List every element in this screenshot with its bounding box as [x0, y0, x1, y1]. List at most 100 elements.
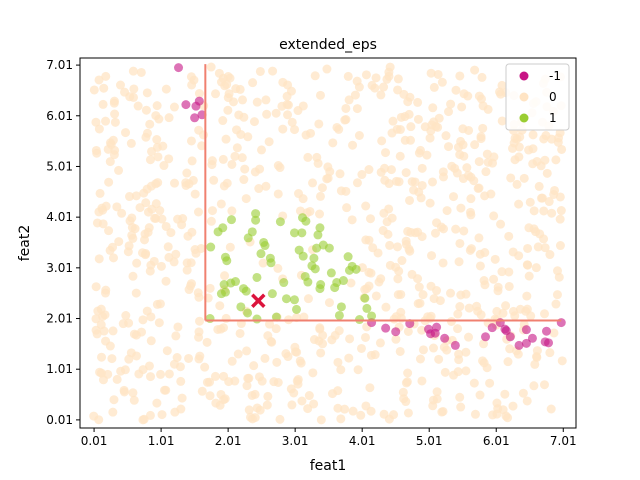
point-class-0 — [380, 175, 390, 185]
point-class-0 — [161, 276, 171, 286]
point-class-0 — [549, 328, 559, 338]
point-class-0 — [447, 161, 457, 171]
point-class--1 — [505, 332, 515, 342]
point-class-1 — [218, 223, 228, 233]
point-class-0 — [418, 345, 428, 355]
point-class-0 — [401, 378, 411, 388]
point-class-0 — [169, 102, 179, 112]
point-class-0 — [342, 203, 352, 213]
point-class-0 — [186, 258, 196, 268]
point-class-1 — [338, 276, 348, 286]
point-class-0 — [257, 376, 267, 386]
point-class-0 — [153, 178, 163, 188]
y-axis-ticks: 0.01 1.01 2.01 3.01 4.01 5.01 6.01 7.01 — [46, 58, 80, 427]
point-class-0 — [529, 381, 539, 391]
point-class-0 — [341, 103, 351, 113]
point-class-0 — [125, 216, 135, 226]
point-class-0 — [172, 353, 182, 363]
point-class-0 — [555, 192, 565, 202]
point-class-0 — [164, 113, 174, 123]
point-class-0 — [138, 315, 148, 325]
point-class-0 — [439, 224, 449, 234]
point-class-0 — [129, 84, 139, 94]
point-class-0 — [366, 406, 376, 416]
point-class-1 — [291, 304, 301, 314]
point-class-0 — [416, 145, 426, 155]
point-class-0 — [553, 266, 563, 276]
point-class-0 — [503, 413, 513, 423]
legend-label: -1 — [549, 69, 561, 83]
legend: -1 0 1 — [505, 63, 570, 131]
point-class-0 — [161, 84, 171, 94]
point-class-0 — [556, 206, 566, 216]
point-class-0 — [438, 258, 448, 268]
point-class--1 — [381, 323, 391, 333]
point-class-0 — [354, 82, 364, 92]
point-class-0 — [313, 158, 323, 168]
point-class-0 — [140, 235, 150, 245]
point-class-0 — [386, 165, 396, 175]
point-class-0 — [500, 389, 510, 399]
point-class-0 — [290, 347, 300, 357]
point-class-0 — [283, 352, 293, 362]
point-class-1 — [256, 249, 266, 259]
point-class-0 — [218, 116, 228, 126]
point-class-0 — [252, 403, 262, 413]
point-class-0 — [324, 298, 334, 308]
point-class-1 — [226, 215, 236, 225]
point-class-0 — [154, 318, 164, 328]
point-class-0 — [116, 366, 126, 376]
point-class-0 — [403, 97, 413, 107]
point-class-0 — [530, 359, 540, 369]
point-class-0 — [545, 250, 555, 260]
point-class-0 — [336, 365, 346, 375]
point-class-0 — [250, 167, 260, 177]
point-class-0 — [129, 395, 139, 405]
point-class-0 — [142, 184, 152, 194]
point-class-0 — [539, 134, 549, 144]
point-class--1 — [181, 100, 191, 110]
point-class-0 — [316, 348, 326, 358]
point-class-0 — [492, 409, 502, 419]
point-class-0 — [464, 332, 474, 342]
point-class-0 — [461, 347, 471, 357]
point-class-0 — [532, 156, 542, 166]
point-class-0 — [452, 168, 462, 178]
point-class-1 — [220, 287, 230, 297]
point-class--1 — [440, 333, 450, 343]
point-class-0 — [243, 132, 253, 142]
point-class-0 — [476, 94, 486, 104]
point-class-0 — [451, 85, 461, 95]
point-class-0 — [508, 143, 518, 153]
point-class-0 — [275, 163, 285, 173]
point-class-1 — [247, 227, 257, 237]
y-tick-label: 1.01 — [46, 362, 73, 376]
point-class-0 — [315, 209, 325, 219]
point-class-0 — [184, 179, 194, 189]
point-class-1 — [281, 294, 291, 304]
point-class-0 — [518, 388, 528, 398]
point-class-0 — [193, 207, 203, 217]
point-class-1 — [316, 280, 326, 290]
point-class-0 — [344, 95, 354, 105]
point-class-0 — [99, 83, 109, 93]
point-class-0 — [375, 338, 385, 348]
point-class-0 — [103, 144, 113, 154]
point-class-0 — [108, 135, 118, 145]
point-class-0 — [394, 177, 404, 187]
point-class-0 — [232, 143, 242, 153]
point-class-0 — [427, 251, 437, 261]
point-class-0 — [522, 396, 532, 406]
point-class--1 — [450, 340, 460, 350]
point-class-0 — [546, 404, 556, 414]
point-class-0 — [428, 401, 438, 411]
point-class-0 — [177, 393, 187, 403]
point-class-0 — [519, 173, 529, 183]
point-class-0 — [263, 331, 273, 341]
point-class-0 — [391, 312, 401, 322]
point-class-0 — [128, 271, 138, 281]
point-class-0 — [442, 206, 452, 216]
point-class-0 — [401, 168, 411, 178]
point-class-0 — [283, 80, 293, 90]
point-class-0 — [540, 155, 550, 165]
